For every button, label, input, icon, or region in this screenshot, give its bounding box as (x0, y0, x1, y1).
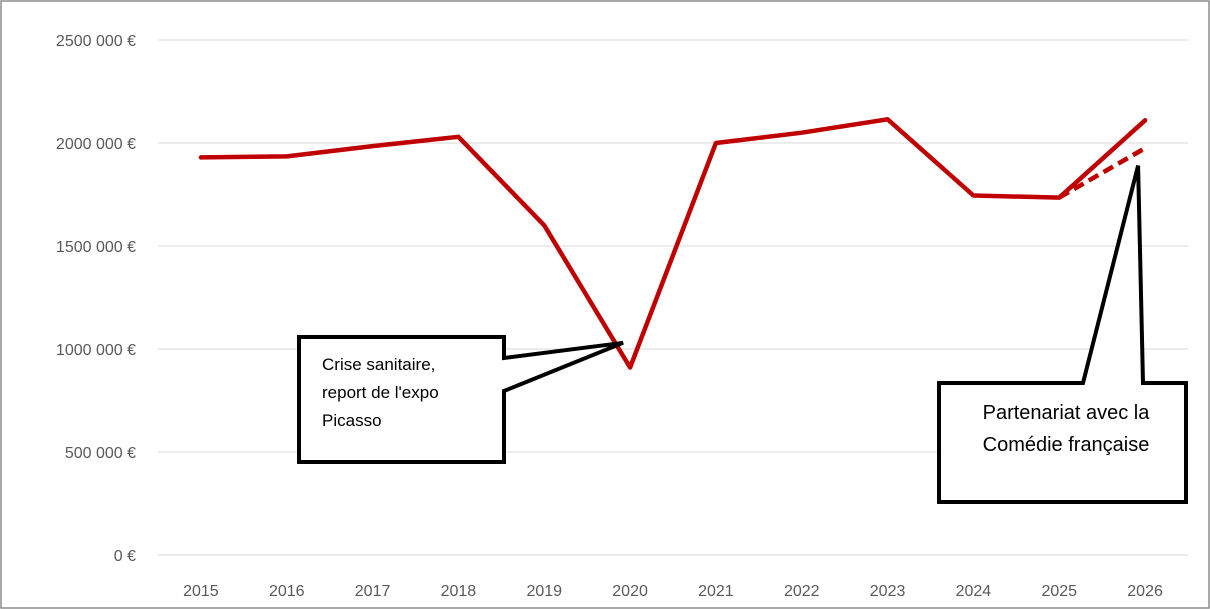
x-tick-label-2021: 2021 (698, 583, 734, 600)
annotation-comedie-line-0: Partenariat avec la (983, 402, 1151, 424)
x-tick-label-2017: 2017 (355, 583, 391, 600)
x-tick-label-2019: 2019 (526, 583, 562, 600)
x-tick-label-2026: 2026 (1127, 583, 1163, 600)
annotation-covid-line-1: report de l'expo (322, 383, 439, 402)
y-axis-tick-labels: 0 € 500 000 € 1000 000 € 1500 000 € 2000 000… (56, 33, 136, 565)
annotations: Crise sanitaire, report de l'expo Picasso P… (297, 165, 1188, 504)
y-tick-label-4: 2000 000 € (56, 136, 136, 153)
y-tick-label-3: 1500 000 € (56, 239, 136, 256)
x-tick-label-2020: 2020 (612, 583, 648, 600)
series-line-0 (198, 117, 1148, 370)
x-axis-tick-labels: 2015 2016 2017 2018 2019 2020 2021 2022 2023 2024… (183, 583, 1163, 600)
x-tick-label-2018: 2018 (441, 583, 477, 600)
y-tick-label-5: 2500 000 € (56, 33, 136, 50)
annotation-comedie-line-1: Comédie française (983, 434, 1150, 456)
x-tick-label-2016: 2016 (269, 583, 305, 600)
x-tick-label-2024: 2024 (956, 583, 992, 600)
x-tick-label-2015: 2015 (183, 583, 219, 600)
y-tick-label-0: 0 € (114, 548, 136, 565)
x-tick-label-2025: 2025 (1041, 583, 1077, 600)
annotation-covid-line-2: Picasso (322, 411, 382, 430)
annotation-callout-covid (297, 335, 624, 464)
x-tick-label-2022: 2022 (784, 583, 820, 600)
annotation-callout-comedie (937, 165, 1188, 504)
series-lines (198, 117, 1148, 370)
x-tick-label-2023: 2023 (870, 583, 906, 600)
y-tick-label-1: 500 000 € (65, 445, 136, 462)
annotation-covid-line-0: Crise sanitaire, (322, 355, 435, 374)
y-tick-label-2: 1000 000 € (56, 342, 136, 359)
